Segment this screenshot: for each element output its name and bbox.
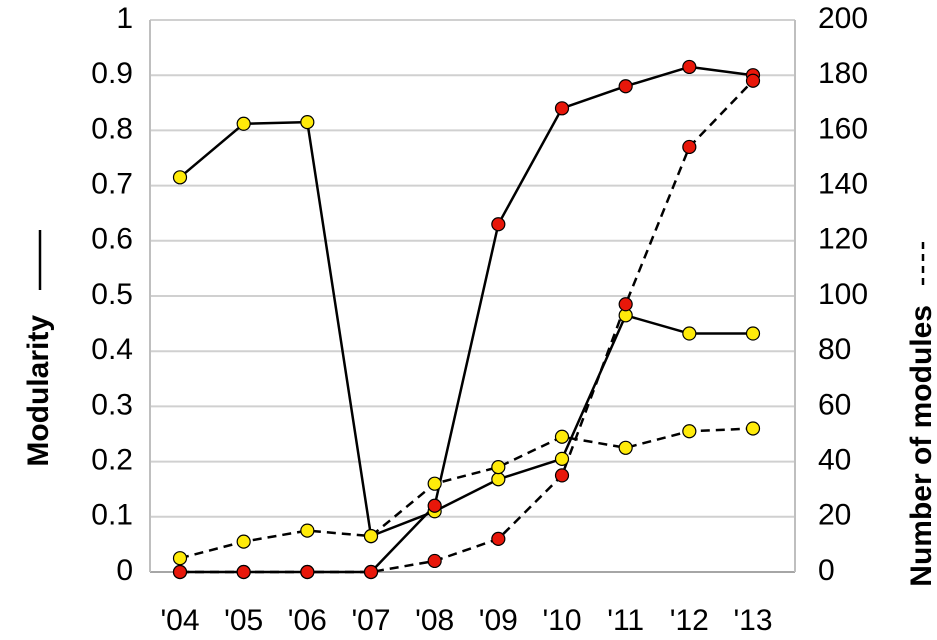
left-tick-label: 0.5: [91, 278, 133, 311]
series-point: [491, 472, 506, 487]
series-point: [554, 468, 570, 483]
series-point: [745, 326, 761, 341]
series-point: [427, 476, 442, 491]
gridlines: [150, 19, 795, 573]
x-tick-label: '10: [542, 604, 581, 637]
left-tick-label: 0.7: [91, 168, 133, 201]
right-tick-label: 0: [818, 554, 835, 587]
left-tick-labels: 0 0.1 0.2 0.3 0.4 0.5 0.6 0.7 0.8 0.9 1: [91, 2, 133, 587]
left-tick-label: 0.4: [91, 333, 133, 366]
series-line: [179, 427, 754, 560]
series-point: [682, 424, 697, 439]
x-tick-labels: '04 '05 '06 '07 '08 '09 '10 '11 '12 '13: [160, 604, 772, 637]
left-tick-label: 0: [116, 554, 133, 587]
series-point: [491, 460, 506, 475]
series-point: [491, 531, 506, 546]
right-axis-title-group: Number of modules: [905, 240, 937, 587]
series-point: [236, 564, 251, 580]
series-line: [179, 120, 753, 538]
series-markers: [172, 59, 761, 580]
right-tick-label: 180: [818, 57, 868, 90]
series-point: [554, 429, 570, 444]
series-point: [236, 534, 251, 549]
x-tick-label: '11: [607, 604, 644, 637]
x-tick-label: '09: [479, 604, 518, 637]
right-tick-label: 80: [818, 333, 851, 366]
x-tick-label: '06: [288, 604, 327, 637]
series-point: [554, 101, 570, 116]
left-tick-label: 0.3: [91, 388, 133, 421]
left-tick-label: 0.9: [91, 57, 133, 90]
series-point: [363, 564, 379, 580]
series-point: [618, 79, 633, 94]
x-tick-label: '07: [351, 604, 390, 637]
right-tick-label: 120: [818, 223, 868, 256]
series: [172, 59, 761, 580]
x-tick-label: '04: [160, 604, 199, 637]
x-tick-label: '08: [415, 604, 454, 637]
right-tick-label: 20: [818, 499, 851, 532]
series-point: [554, 451, 570, 466]
series-point: [682, 59, 697, 75]
series-point: [491, 217, 506, 232]
right-tick-labels: 0 20 40 60 80 100 120 140 160 180 200: [818, 2, 868, 587]
series-point: [682, 326, 697, 341]
x-tick-label: '13: [733, 604, 772, 637]
series-point: [618, 440, 633, 455]
left-tick-label: 0.2: [91, 444, 133, 477]
series-point: [236, 116, 251, 131]
right-tick-label: 40: [818, 444, 851, 477]
left-tick-label: 0.8: [91, 112, 133, 145]
right-axis-title: Number of modules: [905, 305, 937, 587]
right-tick-label: 160: [818, 112, 868, 145]
series-point: [427, 498, 442, 513]
series-point: [427, 553, 442, 569]
series-point: [300, 523, 315, 538]
right-tick-label: 60: [818, 388, 851, 421]
x-tick-label: '12: [670, 604, 709, 637]
left-tick-label: 0.6: [91, 223, 133, 256]
series-point: [745, 421, 761, 436]
left-axis-title-group: Modularity: [22, 230, 55, 467]
right-tick-label: 200: [818, 2, 868, 35]
series-point: [172, 170, 188, 185]
series-point: [300, 564, 315, 580]
series-point: [300, 115, 315, 130]
series-line: [180, 79, 754, 574]
series-point: [618, 297, 633, 312]
left-tick-label: 0.1: [91, 499, 133, 532]
left-tick-label: 1: [116, 2, 133, 35]
series-point: [363, 529, 379, 544]
right-tick-label: 140: [818, 168, 868, 201]
left-axis-title: Modularity: [22, 315, 55, 467]
series-point: [745, 73, 761, 88]
x-tick-label: '05: [224, 604, 263, 637]
series-point: [172, 551, 188, 566]
series-point: [682, 139, 697, 155]
series-point: [172, 564, 188, 580]
right-tick-label: 100: [818, 278, 868, 311]
series-lines: [179, 65, 754, 574]
